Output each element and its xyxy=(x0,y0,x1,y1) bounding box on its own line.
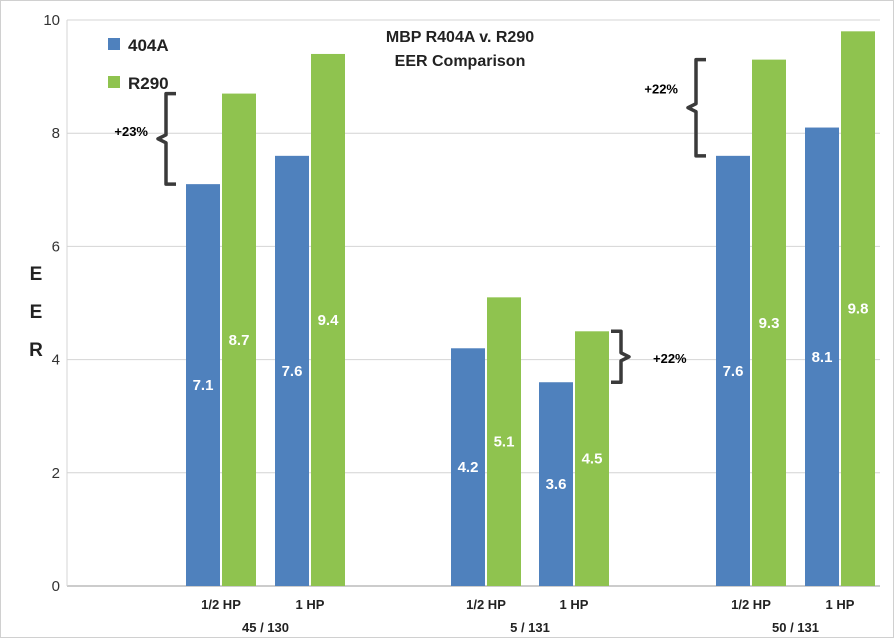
bar-404a xyxy=(451,348,485,586)
bar-404a xyxy=(716,155,750,586)
chart-title-line-1: MBP R404A v. R290 xyxy=(386,29,534,46)
legend-label-r290: R290 xyxy=(128,74,169,93)
bracket-annotation xyxy=(686,57,706,158)
legend-swatch-404a xyxy=(108,38,120,50)
bar-value-label: 9.3 xyxy=(759,315,780,332)
x-tick-label: 1/2 HP xyxy=(466,597,506,612)
bar-r290 xyxy=(841,31,875,586)
bar-value-label: 7.6 xyxy=(282,363,303,380)
annotation-layer: +23% +22% +22% xyxy=(114,57,706,384)
x-group-label: 50 / 131 xyxy=(772,620,819,635)
bar-value-label: 4.5 xyxy=(582,451,603,468)
annotation-label: +22% xyxy=(653,351,687,366)
bar-r290 xyxy=(575,331,609,586)
bar-value-label: 8.1 xyxy=(812,349,833,366)
bar-value-label: 9.8 xyxy=(848,301,869,318)
annotation-label: +22% xyxy=(644,82,678,97)
x-tick-label: 1 HP xyxy=(560,597,589,612)
label-layer: 0 2 4 6 8 10 7.1 8.7 1/2 HP 7.6 9.4 1 HP 4.2 5.1 1/2 H… xyxy=(43,12,868,635)
y-axis-label: EER xyxy=(29,264,43,361)
x-tick-label: 1 HP xyxy=(826,597,855,612)
y-axis-label-letter: E xyxy=(30,264,43,285)
bar-value-label: 4.2 xyxy=(458,459,479,476)
bracket-annotation xyxy=(611,329,631,384)
bar-r290 xyxy=(487,297,521,586)
bar-value-label: 8.7 xyxy=(229,332,250,349)
bracket-annotation xyxy=(156,91,176,186)
bar-value-label: 9.4 xyxy=(318,312,340,329)
annotation-label: +23% xyxy=(114,124,148,139)
bar-r290 xyxy=(311,53,345,586)
chart-title-line-2: EER Comparison xyxy=(395,53,526,70)
x-tick-label: 1/2 HP xyxy=(731,597,771,612)
y-tick-label: 10 xyxy=(43,12,60,29)
y-tick-label: 2 xyxy=(52,465,60,482)
bar-value-label: 7.6 xyxy=(723,363,744,380)
y-axis-label-letter: R xyxy=(29,340,43,361)
legend-swatch-r290 xyxy=(108,76,120,88)
bar-404a xyxy=(275,155,309,586)
bar-value-label: 5.1 xyxy=(494,434,515,451)
y-axis-label-letter: E xyxy=(30,302,43,323)
x-tick-label: 1/2 HP xyxy=(201,597,241,612)
bar-value-label: 7.1 xyxy=(193,377,214,394)
bar-404a xyxy=(805,127,839,586)
bar-404a xyxy=(186,184,220,586)
y-tick-label: 6 xyxy=(52,238,60,255)
x-group-label: 5 / 131 xyxy=(510,620,550,635)
y-tick-label: 4 xyxy=(52,352,60,369)
bar-r290 xyxy=(752,59,786,587)
bar-layer xyxy=(186,31,875,587)
x-tick-label: 1 HP xyxy=(296,597,325,612)
legend-label-404a: 404A xyxy=(128,36,169,55)
legend: 404A R290 xyxy=(108,36,169,93)
y-tick-label: 8 xyxy=(52,125,60,142)
bar-r290 xyxy=(222,93,256,586)
x-group-label: 45 / 130 xyxy=(242,620,289,635)
bar-404a xyxy=(539,382,573,586)
y-tick-label: 0 xyxy=(52,578,60,595)
bar-value-label: 3.6 xyxy=(546,476,567,493)
